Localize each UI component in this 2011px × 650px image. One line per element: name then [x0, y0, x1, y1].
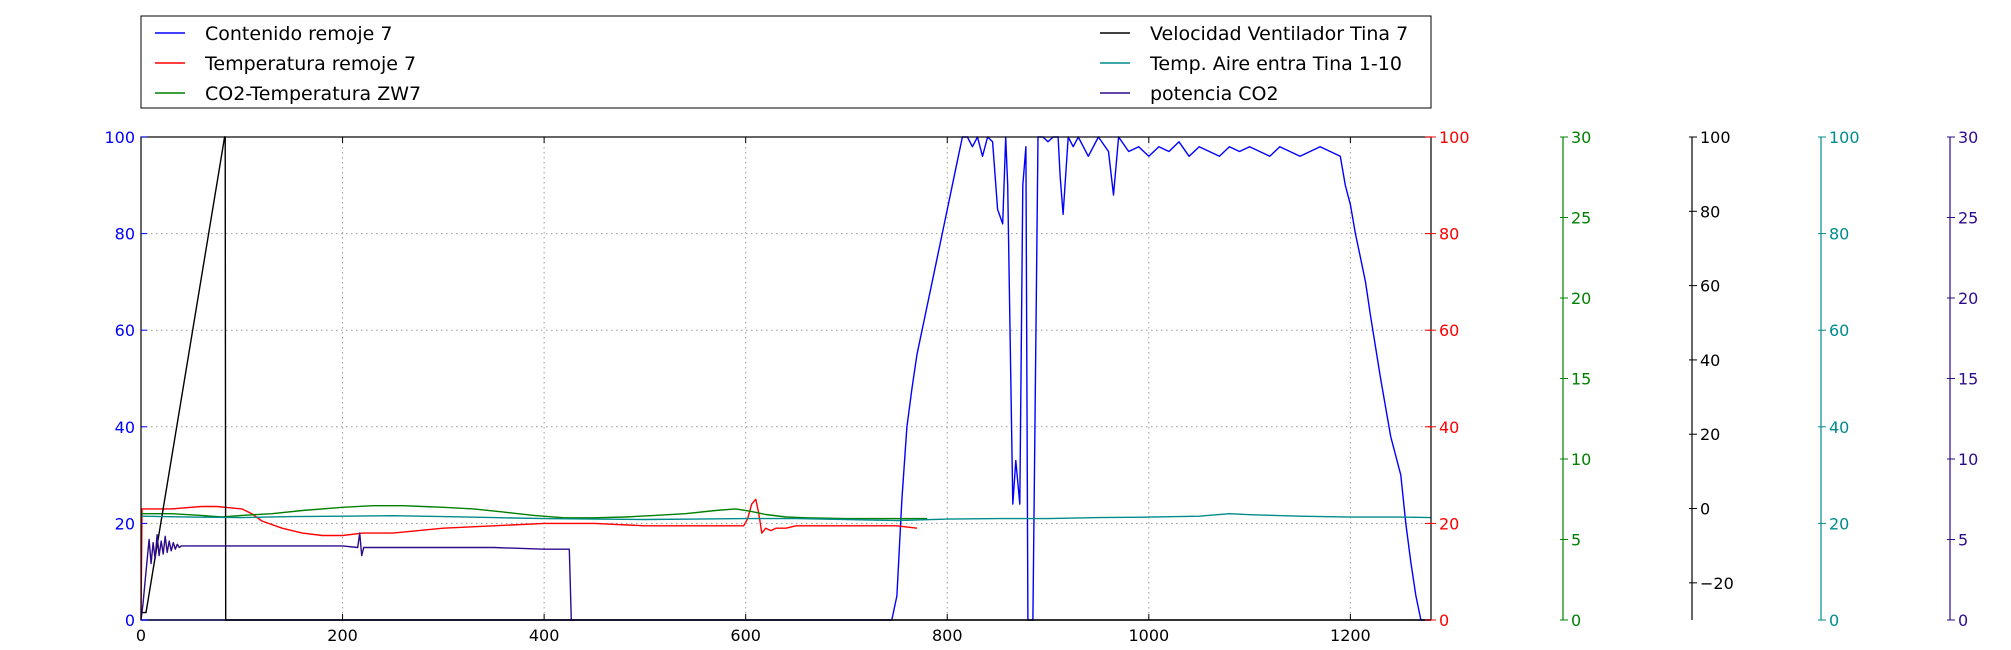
series-potencia-co2: [140, 532, 575, 621]
y-tick-label: 20: [1439, 514, 1459, 533]
y-tick-label: 5: [1571, 531, 1581, 550]
legend-entry: Temperatura remoje 7: [155, 53, 416, 75]
y-tick-label: 0: [1829, 611, 1839, 630]
y-tick-label: −20: [1700, 574, 1734, 593]
y-axes: 020406080100020406080100051015202530−200…: [104, 128, 1978, 630]
y-tick-label: 20: [1571, 289, 1591, 308]
y-tick-label: 100: [104, 128, 135, 147]
y-tick-label: 60: [1439, 321, 1459, 340]
legend-entry: CO2-Temperatura ZW7: [155, 83, 421, 105]
y-axis-green: 0 5 10 15 20 25 30: [1560, 128, 1591, 630]
legend-label: Velocidad Ventilador Tina 7: [1150, 23, 1408, 45]
y-tick-label: 20: [1829, 514, 1849, 533]
y-tick-label: 40: [115, 418, 135, 437]
legend-label: Temp. Aire entra Tina 1-10: [1149, 53, 1402, 75]
y-axis-blue: 0 20 40 60 80 100: [104, 128, 147, 630]
y-tick-label: 80: [1829, 225, 1849, 244]
y-tick-label: 80: [1439, 225, 1459, 244]
series-temperatura-remoje-7: [140, 498, 918, 621]
y-axis-red: 0 20 40 60 80 100: [1425, 128, 1470, 630]
legend-entry: Velocidad Ventilador Tina 7: [1100, 23, 1408, 45]
y-tick-label: 0: [1571, 611, 1581, 630]
legend-entry: potencia CO2: [1100, 83, 1279, 105]
y-tick-label: 0: [125, 611, 135, 630]
y-axis-black: −20 0 20 40 60 80 100: [1689, 128, 1734, 620]
series-contenido-remoje-7: [141, 136, 1431, 621]
y-tick-label: 40: [1829, 418, 1849, 437]
y-tick-label: 100: [1700, 128, 1731, 147]
y-tick-label: 15: [1958, 370, 1978, 389]
y-tick-label: 20: [1958, 289, 1978, 308]
x-tick-label: 400: [529, 626, 560, 645]
legend-label: potencia CO2: [1150, 83, 1279, 105]
y-tick-label: 25: [1958, 209, 1978, 228]
series-layer: [140, 136, 1432, 621]
x-tick-label: 800: [932, 626, 963, 645]
y-tick-label: 80: [1700, 202, 1720, 221]
y-tick-label: 100: [1439, 128, 1470, 147]
x-tick-label: 600: [730, 626, 761, 645]
y-tick-label: 30: [1958, 128, 1978, 147]
series-velocidad-ventilador-tina-7: [141, 136, 1431, 621]
plot-frame: [140, 136, 1432, 621]
y-tick-label: 10: [1958, 450, 1978, 469]
y-tick-label: 80: [115, 225, 135, 244]
y-tick-label: 0: [1439, 611, 1449, 630]
y-tick-label: 5: [1958, 531, 1968, 550]
y-tick-label: 40: [1700, 351, 1720, 370]
y-tick-label: 0: [1700, 500, 1710, 519]
y-axis-teal: 0 20 40 60 80 100: [1818, 128, 1860, 630]
y-tick-label: 60: [1700, 277, 1720, 296]
legend: Contenido remoje 7 Temperatura remoje 7 CO…: [140, 15, 1432, 109]
y-tick-label: 10: [1571, 450, 1591, 469]
y-tick-label: 40: [1439, 418, 1459, 437]
legend-entry: Temp. Aire entra Tina 1-10: [1100, 53, 1402, 75]
x-tick-label: 200: [327, 626, 358, 645]
legend-frame: [140, 15, 1432, 109]
legend-label: Contenido remoje 7: [205, 23, 392, 45]
legend-label: CO2-Temperatura ZW7: [205, 83, 421, 105]
legend-entry: Contenido remoje 7: [155, 23, 392, 45]
x-axis: 0 200 400 600 800 1000 1200: [136, 137, 1371, 645]
legend-label: Temperatura remoje 7: [204, 53, 416, 75]
y-tick-label: 100: [1829, 128, 1860, 147]
y-tick-label: 0: [1958, 611, 1968, 630]
y-tick-label: 20: [115, 514, 135, 533]
y-tick-label: 20: [1700, 425, 1720, 444]
y-tick-label: 60: [115, 321, 135, 340]
y-tick-label: 25: [1571, 209, 1591, 228]
x-tick-label: 1000: [1128, 626, 1169, 645]
x-tick-label: 1200: [1330, 626, 1371, 645]
grid: [141, 137, 1431, 620]
x-tick-label: 0: [136, 626, 146, 645]
series-temp-aire-entra-tina-1-10: [140, 513, 1432, 522]
y-tick-label: 30: [1571, 128, 1591, 147]
y-axis-purple: 0 5 10 15 20 25 30: [1947, 128, 1978, 630]
y-tick-label: 60: [1829, 321, 1849, 340]
y-tick-label: 15: [1571, 370, 1591, 389]
series-co2-temperatura-zw7: [141, 505, 928, 520]
